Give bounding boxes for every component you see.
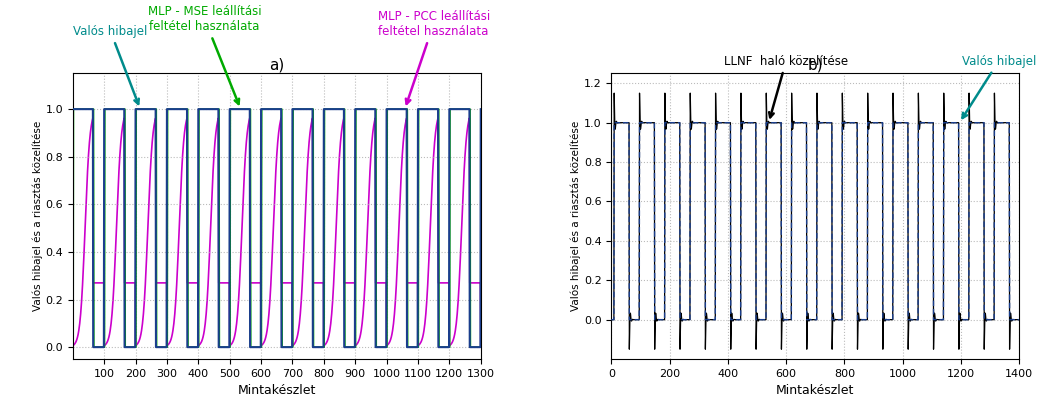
Y-axis label: Valós hibajel és a riasztás közelítése: Valós hibajel és a riasztás közelítése: [571, 121, 581, 311]
Text: Valós hibajel: Valós hibajel: [73, 25, 148, 104]
Text: MLP - PCC leállítási
feltétel használata: MLP - PCC leállítási feltétel használata: [378, 10, 490, 104]
Text: Valós hibajel: Valós hibajel: [962, 55, 1036, 118]
Text: LLNF  haló közelítése: LLNF haló közelítése: [724, 55, 849, 118]
Title: a): a): [269, 57, 284, 72]
X-axis label: Mintakészlet: Mintakészlet: [237, 384, 316, 397]
Text: MLP - MSE leállítási
feltétel használata: MLP - MSE leállítási feltétel használata: [148, 5, 261, 104]
Y-axis label: Valós hibajel és a riasztás közelítése: Valós hibajel és a riasztás közelítése: [32, 121, 43, 311]
X-axis label: Mintakészlet: Mintakészlet: [776, 384, 855, 397]
Title: b): b): [807, 57, 823, 72]
